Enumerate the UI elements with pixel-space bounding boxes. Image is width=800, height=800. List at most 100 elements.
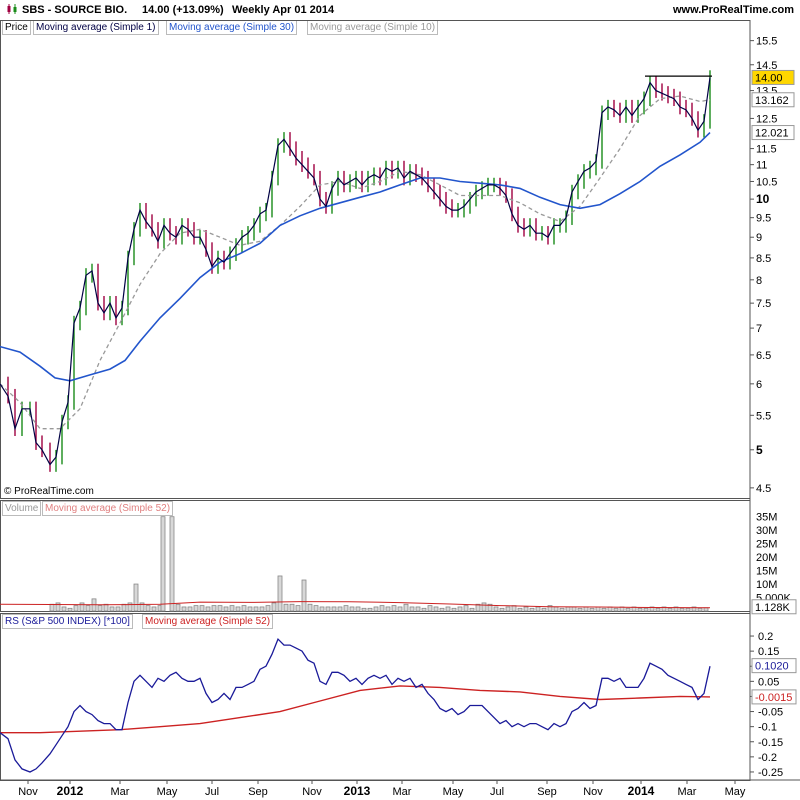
volume-bar: [109, 606, 115, 612]
volume-bar: [247, 606, 253, 612]
volume-bar: [199, 605, 205, 612]
x-tick-label: 2014: [628, 784, 655, 798]
site-url[interactable]: www.ProRealTime.com: [672, 4, 794, 16]
volume-bar: [325, 606, 331, 612]
legend-volume-ma52[interactable]: Moving average (Simple 52): [42, 501, 174, 516]
last-value-box: [751, 92, 795, 108]
volume-bar: [103, 603, 109, 612]
legend-rs[interactable]: RS (S&P 500 INDEX) [*100]: [2, 614, 133, 629]
volume-bar: [61, 606, 67, 612]
y-tick-label: 7: [756, 323, 762, 335]
volume-bar: [475, 603, 481, 612]
y-tick-label: 4.5: [756, 483, 771, 495]
legend-ma10[interactable]: Moving average (Simple 10): [307, 20, 439, 35]
volume-bar: [391, 605, 397, 612]
candlestick-icon: [7, 4, 17, 14]
volume-bar: [301, 579, 307, 612]
volume-bar: [133, 583, 139, 612]
y-tick-label: 8: [756, 275, 762, 287]
last-value-label: 13.162: [755, 95, 789, 107]
last-value-label: 0.1020: [755, 661, 789, 673]
y-tick-label: 0.15: [758, 646, 779, 658]
y-tick-label: -0.15: [758, 737, 783, 749]
y-tick-label: -0.1: [758, 722, 777, 734]
volume-bar: [595, 606, 601, 612]
chart-header: SBS - SOURCE BIO. 14.00 (+13.09%) Weekly…: [0, 0, 800, 20]
volume-bar: [67, 607, 73, 612]
volume-bar: [457, 606, 463, 612]
y-tick-label: 10: [756, 192, 770, 206]
x-tick-label: May: [443, 786, 464, 798]
y-tick-label: 5.000K: [756, 593, 792, 605]
legend-volume[interactable]: Volume: [2, 501, 42, 516]
last-value-box: [751, 125, 795, 141]
volume-bar: [511, 605, 517, 612]
legend-ma30[interactable]: Moving average (Simple 30): [166, 20, 298, 35]
ma10-line: [0, 95, 711, 430]
volume-bar: [289, 603, 295, 612]
volume-bar: [625, 607, 631, 612]
volume-bar: [505, 606, 511, 612]
x-tick-label: 2013: [344, 784, 371, 798]
y-tick-label: 9.5: [756, 213, 771, 225]
ma30-line: [0, 132, 711, 382]
y-tick-label: 6: [756, 379, 762, 391]
legend-price[interactable]: Price: [2, 20, 31, 35]
volume-bar: [319, 606, 325, 612]
volume-bar: [367, 607, 373, 612]
last-value-box: [751, 69, 795, 85]
rs-ma52-line: [0, 685, 711, 734]
volume-bar: [193, 605, 199, 612]
volume-bar: [403, 603, 409, 612]
last-value-box: [751, 599, 797, 615]
volume-bar: [361, 607, 367, 612]
volume-bar: [697, 607, 703, 612]
volume-bar: [313, 605, 319, 612]
volume-bar: [421, 607, 427, 612]
copyright-text: © ProRealTime.com: [4, 486, 94, 497]
volume-bar: [223, 606, 229, 612]
volume-bar: [439, 607, 445, 612]
rs-line: [0, 637, 711, 773]
y-tick-label: 15M: [756, 566, 777, 578]
volume-bar: [535, 606, 541, 612]
volume-bar: [139, 602, 145, 612]
x-tick-label: Sep: [248, 786, 268, 798]
volume-bar: [85, 605, 91, 612]
volume-bar: [559, 607, 565, 612]
volume-bar: [157, 605, 163, 612]
volume-bar: [409, 606, 415, 612]
volume-bar: [499, 607, 505, 612]
last-price-change: 14.00 (+13.09%): [142, 4, 224, 16]
last-value-label: 14.00: [755, 72, 783, 84]
x-tick-label: May: [157, 786, 178, 798]
volume-bar: [277, 575, 283, 612]
volume-bar: [181, 606, 187, 612]
volume-bar: [79, 602, 85, 612]
y-tick-label: 5.5: [756, 410, 771, 422]
y-tick-label: -0.2: [758, 752, 777, 764]
volume-bar: [631, 606, 637, 612]
volume-bar: [637, 607, 643, 612]
volume-bar: [355, 606, 361, 612]
y-tick-label: 35M: [756, 512, 777, 524]
last-value-box: [751, 689, 797, 705]
volume-bar: [589, 607, 595, 612]
y-tick-label: 0.05: [758, 676, 779, 688]
panel-frame: [0, 20, 751, 499]
volume-bar: [547, 605, 553, 612]
y-tick-label: 0.2: [758, 631, 773, 643]
volume-bar: [265, 605, 271, 612]
y-tick-label: 25M: [756, 539, 777, 551]
y-tick-label: 30M: [756, 525, 777, 537]
last-value-label: 12.021: [755, 128, 789, 140]
y-tick-label: 11.5: [756, 144, 777, 156]
volume-bar: [49, 603, 55, 612]
volume-bar: [397, 606, 403, 612]
volume-bar: [91, 598, 97, 612]
legend-rs-ma52[interactable]: Moving average (Simple 52): [142, 614, 274, 629]
last-value-label: -0.0015: [755, 692, 792, 704]
x-tick-label: Mar: [111, 786, 130, 798]
volume-bar: [469, 607, 475, 612]
legend-ma1[interactable]: Moving average (Simple 1): [33, 20, 159, 35]
